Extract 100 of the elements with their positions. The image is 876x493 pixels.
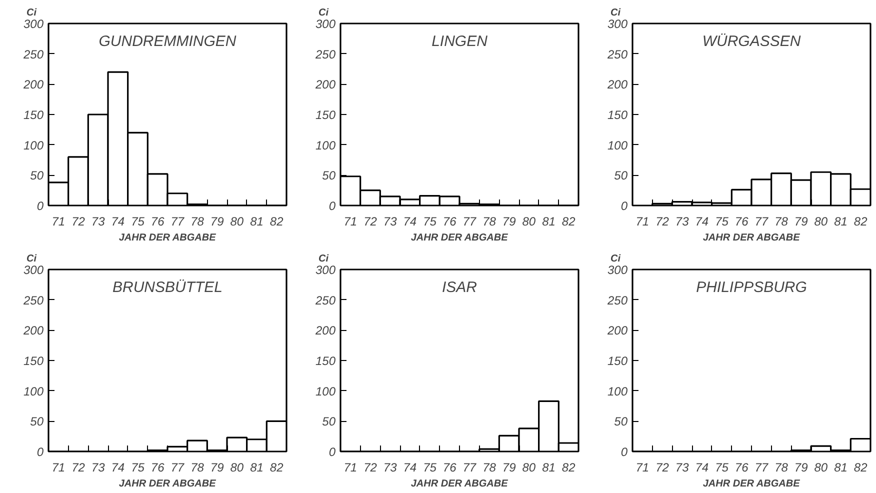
y-tick-label: 300	[315, 17, 336, 31]
y-tick-label: 150	[607, 108, 628, 122]
y-tick-label: 100	[315, 384, 336, 398]
y-tick-label: 250	[606, 293, 628, 308]
x-tick-label: 71	[344, 214, 358, 228]
x-tick-label: 71	[636, 460, 650, 474]
x-tick-label: 77	[170, 214, 186, 228]
y-tick-label: 50	[322, 414, 336, 429]
x-tick-label: 82	[562, 214, 576, 228]
x-tick-label: 72	[364, 460, 378, 474]
y-tick-label: 300	[23, 17, 44, 31]
x-tick-label: 75	[715, 214, 729, 228]
y-tick-label: 50	[614, 414, 628, 429]
x-tick-label: 71	[52, 460, 66, 474]
x-tick-label: 78	[774, 460, 788, 474]
x-tick-label: 74	[695, 214, 709, 228]
x-tick-label: 73	[383, 214, 398, 228]
x-tick-label: 81	[542, 214, 556, 228]
text: GUNDREMMINGEN	[98, 33, 236, 50]
x-tick-label: 82	[562, 460, 576, 474]
y-tick-label: 250	[314, 293, 336, 308]
y-tick-label: 0	[36, 445, 44, 459]
x-tick-label: 73	[675, 460, 690, 474]
x-tick-label: 77	[170, 460, 186, 474]
x-tick-label: 79	[210, 214, 224, 228]
y-tick-label: 300	[315, 263, 336, 277]
y-axis-title: Ci	[26, 254, 37, 264]
x-tick-label: 82	[270, 214, 284, 228]
x-tick-label: 82	[854, 214, 868, 228]
x-tick-label: 76	[150, 460, 165, 474]
y-tick-label: 150	[607, 354, 628, 368]
x-tick-label: 74	[403, 460, 417, 474]
x-tick-label: 80	[522, 214, 536, 228]
x-tick-label: 79	[794, 460, 808, 474]
y-tick-label: 100	[607, 138, 628, 152]
y-axis-title: Ci	[610, 8, 621, 18]
y-tick-label: 250	[314, 47, 336, 62]
y-tick-label: 50	[30, 168, 44, 183]
x-tick-label: 81	[834, 214, 848, 228]
x-tick-label: 82	[270, 460, 284, 474]
y-tick-label: 150	[315, 354, 336, 368]
y-tick-label: 250	[22, 293, 44, 308]
x-tick-label: 74	[403, 214, 417, 228]
y-axis-title: Ci	[26, 8, 37, 18]
x-axis-title: JAHR DER ABGABE	[118, 478, 216, 490]
x-tick-label: 76	[734, 460, 749, 474]
x-tick-label: 74	[111, 460, 125, 474]
x-tick-label: 80	[814, 214, 828, 228]
y-tick-label: 0	[328, 199, 336, 213]
x-tick-label: 81	[542, 460, 556, 474]
x-tick-label: 75	[131, 460, 145, 474]
x-tick-label: 77	[462, 214, 478, 228]
y-tick-label: 0	[620, 445, 628, 459]
x-tick-label: 80	[230, 214, 244, 228]
x-tick-label: 78	[482, 460, 496, 474]
x-tick-label: 73	[383, 460, 398, 474]
x-tick-label: 75	[715, 460, 729, 474]
x-tick-label: 80	[230, 460, 244, 474]
y-tick-label: 50	[614, 168, 628, 183]
y-tick-label: 250	[22, 47, 44, 62]
x-tick-label: 79	[210, 460, 224, 474]
x-tick-label: 78	[190, 214, 204, 228]
y-tick-label: 150	[23, 354, 44, 368]
x-tick-label: 78	[482, 214, 496, 228]
x-tick-label: 81	[834, 460, 848, 474]
x-tick-label: 73	[675, 214, 690, 228]
x-tick-label: 71	[344, 460, 358, 474]
y-axis-title: Ci	[610, 254, 621, 264]
y-tick-label: 100	[23, 384, 44, 398]
x-tick-label: 77	[754, 460, 770, 474]
y-tick-label: 50	[30, 414, 44, 429]
y-tick-label: 300	[607, 263, 628, 277]
x-tick-label: 79	[502, 214, 516, 228]
x-tick-label: 72	[656, 460, 670, 474]
y-tick-label: 200	[314, 78, 336, 92]
x-axis-title: JAHR DER ABGABE	[702, 478, 800, 490]
y-tick-label: 0	[328, 445, 336, 459]
x-tick-label: 73	[91, 460, 106, 474]
x-tick-label: 71	[636, 214, 650, 228]
x-tick-label: 76	[442, 214, 457, 228]
x-tick-label: 71	[52, 214, 66, 228]
x-tick-label: 77	[754, 214, 770, 228]
y-tick-label: 150	[23, 108, 44, 122]
x-axis-title: JAHR DER ABGABE	[410, 232, 508, 244]
x-axis-title: JAHR DER ABGABE	[118, 232, 216, 244]
x-tick-label: 81	[250, 214, 264, 228]
text: PHILIPPSBURG	[696, 279, 808, 296]
x-tick-label: 77	[462, 460, 478, 474]
x-axis-title: JAHR DER ABGABE	[410, 478, 508, 490]
x-tick-label: 75	[423, 214, 437, 228]
x-tick-label: 76	[734, 214, 749, 228]
x-tick-label: 80	[522, 460, 536, 474]
x-axis-title: JAHR DER ABGABE	[702, 232, 800, 244]
y-tick-label: 300	[607, 17, 628, 31]
y-tick-label: 300	[23, 263, 44, 277]
x-tick-label: 80	[814, 460, 828, 474]
x-tick-label: 72	[72, 214, 86, 228]
x-tick-label: 72	[656, 214, 670, 228]
y-axis-title: Ci	[318, 8, 329, 18]
text: ISAR	[442, 279, 478, 296]
